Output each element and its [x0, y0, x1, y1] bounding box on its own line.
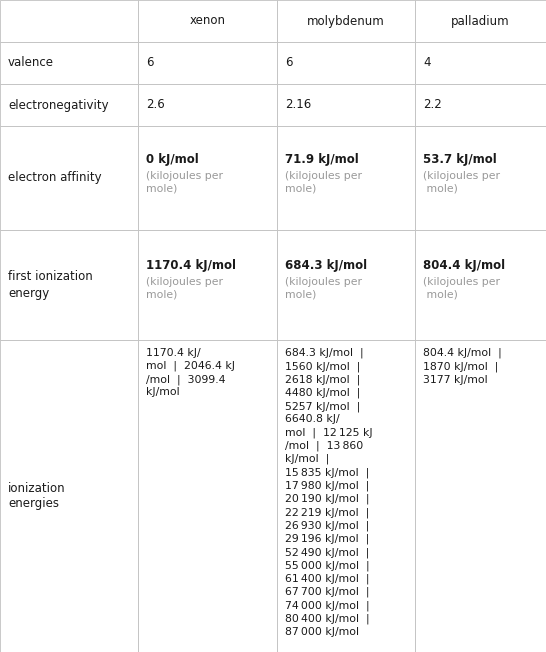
Text: 1170.4 kJ/
mol  |  2046.4 kJ
/mol  |  3099.4
kJ/mol: 1170.4 kJ/ mol | 2046.4 kJ /mol | 3099.4… — [146, 348, 235, 398]
Bar — [0, 42, 138, 84]
Bar — [415, 0, 546, 42]
Bar — [0, 84, 138, 126]
Text: 2.6: 2.6 — [146, 98, 165, 111]
Bar — [277, 42, 415, 84]
Bar — [138, 126, 277, 230]
Bar — [0, 0, 138, 42]
Text: electron affinity: electron affinity — [8, 171, 102, 185]
Text: (kilojoules per
 mole): (kilojoules per mole) — [423, 171, 500, 194]
Text: 1170.4 kJ/mol: 1170.4 kJ/mol — [146, 259, 236, 272]
Text: molybdenum: molybdenum — [307, 14, 385, 27]
Bar — [277, 84, 415, 126]
Text: (kilojoules per
mole): (kilojoules per mole) — [285, 277, 362, 300]
Text: valence: valence — [8, 57, 54, 70]
Bar — [0, 126, 138, 230]
Text: 53.7 kJ/mol: 53.7 kJ/mol — [423, 153, 497, 166]
Text: 804.4 kJ/mol  |
1870 kJ/mol  |
3177 kJ/mol: 804.4 kJ/mol | 1870 kJ/mol | 3177 kJ/mol — [423, 348, 502, 385]
Text: (kilojoules per
mole): (kilojoules per mole) — [146, 277, 223, 300]
Bar — [415, 42, 546, 84]
Text: palladium: palladium — [451, 14, 510, 27]
Bar — [138, 0, 277, 42]
Bar — [277, 230, 415, 340]
Bar — [415, 230, 546, 340]
Text: electronegativity: electronegativity — [8, 98, 109, 111]
Text: 6: 6 — [146, 57, 153, 70]
Bar — [138, 340, 277, 652]
Text: (kilojoules per
mole): (kilojoules per mole) — [146, 171, 223, 194]
Bar — [0, 340, 138, 652]
Bar — [138, 230, 277, 340]
Bar — [138, 84, 277, 126]
Bar — [138, 42, 277, 84]
Text: 2.16: 2.16 — [285, 98, 311, 111]
Text: 684.3 kJ/mol: 684.3 kJ/mol — [285, 259, 367, 272]
Text: (kilojoules per
mole): (kilojoules per mole) — [285, 171, 362, 194]
Bar — [415, 340, 546, 652]
Text: 4: 4 — [423, 57, 430, 70]
Text: 2.2: 2.2 — [423, 98, 442, 111]
Bar — [415, 126, 546, 230]
Text: first ionization
energy: first ionization energy — [8, 271, 93, 299]
Text: 0 kJ/mol: 0 kJ/mol — [146, 153, 199, 166]
Text: 684.3 kJ/mol  |
1560 kJ/mol  |
2618 kJ/mol  |
4480 kJ/mol  |
5257 kJ/mol  |
6640: 684.3 kJ/mol | 1560 kJ/mol | 2618 kJ/mol… — [285, 348, 372, 637]
Text: 804.4 kJ/mol: 804.4 kJ/mol — [423, 259, 505, 272]
Bar — [277, 0, 415, 42]
Bar — [277, 340, 415, 652]
Text: xenon: xenon — [189, 14, 225, 27]
Text: (kilojoules per
 mole): (kilojoules per mole) — [423, 277, 500, 300]
Text: ionization
energies: ionization energies — [8, 481, 66, 511]
Bar — [415, 84, 546, 126]
Text: 71.9 kJ/mol: 71.9 kJ/mol — [285, 153, 359, 166]
Bar — [0, 230, 138, 340]
Text: 6: 6 — [285, 57, 293, 70]
Bar — [277, 126, 415, 230]
